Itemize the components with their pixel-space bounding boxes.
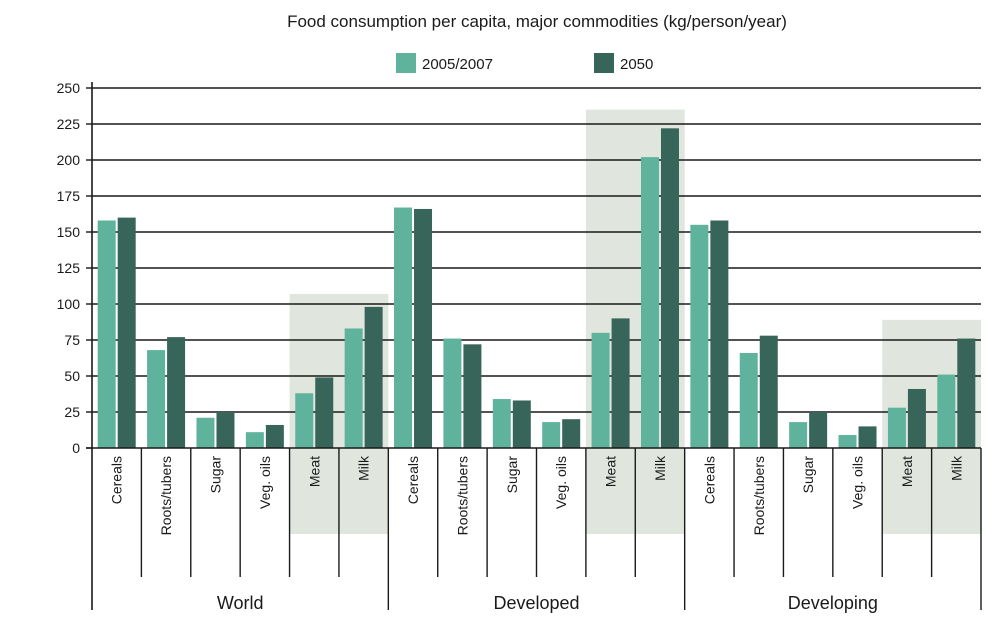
y-tick-label-50: 50 xyxy=(64,368,80,384)
y-tick-label-200: 200 xyxy=(57,152,81,168)
bar-developing-cereals-2050 xyxy=(710,220,729,448)
bar-world-meat-2005-2007 xyxy=(295,393,314,448)
bars xyxy=(97,128,976,448)
y-tick-label-250: 250 xyxy=(57,80,81,96)
bar-developing-cereals-2005-2007 xyxy=(690,224,709,448)
bar-developed-sugar-2050 xyxy=(512,400,531,448)
bar-developed-milk-2005-2007 xyxy=(640,157,659,448)
y-tick-label-125: 125 xyxy=(57,260,81,276)
bar-world-veg-oils-2050 xyxy=(265,424,284,448)
y-tick-label-25: 25 xyxy=(64,404,80,420)
category-labels: Cereals Roots/tubers Sugar Veg. oils Meat Mil… xyxy=(109,455,965,613)
bar-world-cereals-2050 xyxy=(117,217,136,448)
bar-world-sugar-2005-2007 xyxy=(196,417,215,448)
bar-developing-veg-oils-2050 xyxy=(858,426,877,448)
category-label-developed-cereals: Cereals xyxy=(405,456,421,504)
category-label-world-veg-oils: Veg. oils xyxy=(257,456,273,509)
group-label-developed: Developed xyxy=(493,593,579,613)
bar-world-meat-2050 xyxy=(315,377,334,448)
bar-world-cereals-2005-2007 xyxy=(97,220,116,448)
category-label-developed-milk: Milk xyxy=(652,455,668,481)
category-label-developing-milk: Milk xyxy=(948,455,964,481)
bar-world-veg-oils-2005-2007 xyxy=(245,432,264,448)
category-label-developing-roots-tubers: Roots/tubers xyxy=(751,456,767,535)
category-label-world-sugar: Sugar xyxy=(207,456,223,494)
bar-world-milk-2005-2007 xyxy=(344,328,363,448)
bar-developing-meat-2050 xyxy=(907,388,926,448)
category-label-developed-meat: Meat xyxy=(603,456,619,487)
legend: 2005/2007 2050 xyxy=(396,53,653,73)
bar-developing-roots-tubers-2005-2007 xyxy=(739,352,758,448)
legend-swatch-2005-2007 xyxy=(396,53,416,73)
y-tick-label-0: 0 xyxy=(72,440,80,456)
category-label-developed-sugar: Sugar xyxy=(504,456,520,494)
gridlines xyxy=(92,87,981,413)
y-tick-label-75: 75 xyxy=(64,332,80,348)
category-label-world-roots-tubers: Roots/tubers xyxy=(158,456,174,535)
axes: 0 25 50 75 100 125 150 175 200 225 250 xyxy=(57,80,982,610)
category-label-developed-veg-oils: Veg. oils xyxy=(553,456,569,509)
bar-developing-veg-oils-2005-2007 xyxy=(838,435,857,448)
group-label-developing: Developing xyxy=(788,593,878,613)
bar-developing-roots-tubers-2050 xyxy=(759,335,778,448)
category-label-developed-roots-tubers: Roots/tubers xyxy=(454,456,470,535)
group-label-world: World xyxy=(217,593,264,613)
bar-developed-roots-tubers-2050 xyxy=(463,344,482,448)
bar-developed-cereals-2005-2007 xyxy=(394,207,413,448)
bar-developing-milk-2050 xyxy=(957,338,976,448)
y-tick-label-175: 175 xyxy=(57,188,81,204)
bar-developed-meat-2005-2007 xyxy=(591,332,610,448)
y-tick-label-100: 100 xyxy=(57,296,81,312)
bar-developed-sugar-2005-2007 xyxy=(492,399,511,448)
bar-developing-sugar-2050 xyxy=(809,412,828,448)
bar-world-sugar-2050 xyxy=(216,412,235,448)
bar-developed-milk-2050 xyxy=(660,128,679,448)
bar-world-roots-tubers-2050 xyxy=(167,337,186,448)
category-label-developing-veg-oils: Veg. oils xyxy=(850,456,866,509)
category-label-world-milk: Milk xyxy=(356,455,372,481)
y-tick-label-150: 150 xyxy=(57,224,81,240)
category-label-world-cereals: Cereals xyxy=(109,456,125,504)
legend-swatch-2050 xyxy=(594,53,614,73)
bar-developed-cereals-2050 xyxy=(414,208,433,448)
legend-label-2050: 2050 xyxy=(620,56,653,73)
category-label-developing-meat: Meat xyxy=(899,456,915,487)
bar-developed-meat-2050 xyxy=(611,318,630,448)
bar-world-milk-2050 xyxy=(364,306,383,448)
bar-developed-roots-tubers-2005-2007 xyxy=(443,338,462,448)
bar-developing-sugar-2005-2007 xyxy=(789,422,808,448)
bar-developed-veg-oils-2050 xyxy=(562,419,581,448)
bar-developed-veg-oils-2005-2007 xyxy=(542,422,561,448)
chart-title: Food consumption per capita, major commo… xyxy=(287,12,787,31)
bar-world-roots-tubers-2005-2007 xyxy=(147,350,166,448)
category-label-developing-sugar: Sugar xyxy=(800,456,816,494)
category-label-developing-cereals: Cereals xyxy=(701,456,717,504)
legend-label-2005-2007: 2005/2007 xyxy=(422,56,493,73)
bar-developing-milk-2005-2007 xyxy=(937,374,956,448)
category-label-world-meat: Meat xyxy=(306,456,322,487)
bar-developing-meat-2005-2007 xyxy=(887,407,906,448)
y-tick-label-225: 225 xyxy=(57,116,81,132)
